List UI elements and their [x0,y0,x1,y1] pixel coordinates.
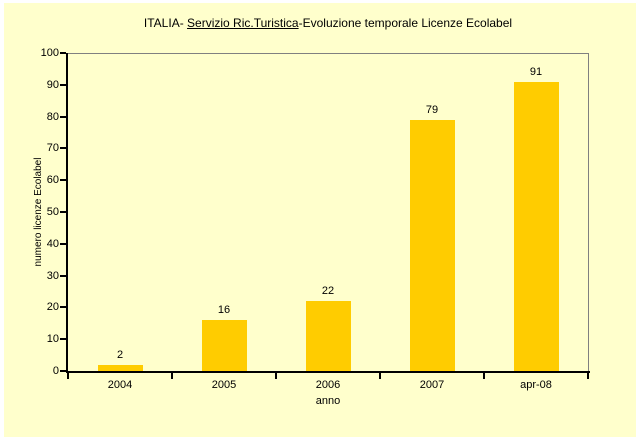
y-tick-label: 10 [46,333,59,345]
x-category-label: 2005 [211,379,237,391]
bar-value-label: 2 [116,349,124,361]
y-tick-label: 40 [46,238,59,250]
chart-area: ITALIA- Servizio Ric.Turistica-Evoluzion… [4,3,636,437]
bar-value-label: 22 [321,285,335,297]
x-axis-line [66,371,590,373]
x-category-label: apr-08 [520,379,552,391]
chart-title-prefix: ITALIA- [143,16,188,30]
y-tick-label: 60 [46,174,59,186]
y-tick-mark [60,306,66,308]
bar [202,320,247,371]
x-tick-mark [587,373,589,379]
y-tick-mark [60,84,66,86]
plot-border-top [68,53,589,54]
x-category-label: 2004 [107,379,133,391]
bar [410,120,455,371]
x-tick-mark [275,373,277,379]
bar-value-label: 91 [529,66,543,78]
x-category-label: 2007 [419,379,445,391]
y-tick-label: 70 [46,142,59,154]
x-tick-mark [171,373,173,379]
bar [514,82,559,371]
y-tick-mark [60,116,66,118]
bar [98,365,143,371]
y-tick-mark [60,211,66,213]
y-tick-mark [60,338,66,340]
bar [306,301,351,371]
bar-value-label: 16 [217,304,231,316]
bar-value-label: 79 [425,104,439,116]
x-tick-mark [67,373,69,379]
y-tick-label: 20 [46,301,59,313]
chart-title-underlined: Servizio Ric.Turistica [187,16,299,30]
x-tick-mark [379,373,381,379]
y-tick-mark [60,275,66,277]
y-tick-label: 0 [52,365,59,377]
y-tick-label: 100 [40,47,59,59]
y-tick-label: 80 [46,111,59,123]
y-tick-mark [60,52,66,54]
x-category-label: 2006 [315,379,341,391]
y-tick-label: 50 [46,206,59,218]
y-tick-label: 90 [46,79,59,91]
plot-border-right [588,53,589,371]
y-tick-mark [60,370,66,372]
x-axis-title: anno [315,395,341,407]
y-tick-mark [60,243,66,245]
x-tick-mark [483,373,485,379]
y-tick-mark [60,147,66,149]
y-tick-label: 30 [46,270,59,282]
chart-title-suffix: -Evoluzione temporale Licenze Ecolabel [298,16,513,30]
y-axis-line [66,53,68,373]
chart-title: ITALIA- Servizio Ric.Turistica-Evoluzion… [68,16,588,30]
y-tick-mark [60,179,66,181]
